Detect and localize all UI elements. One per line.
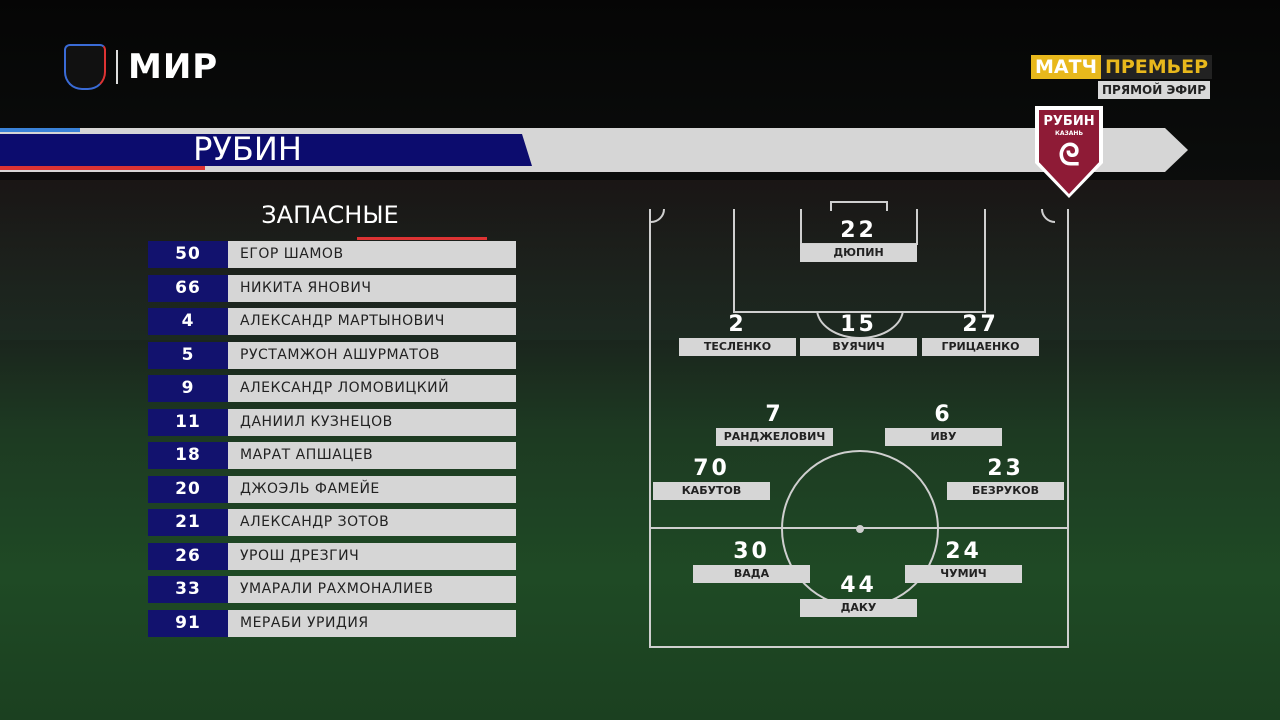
- player-name: АЛЕКСАНДР ЛОМОВИЦКИЙ: [228, 375, 516, 402]
- player-number: 66: [148, 274, 228, 302]
- player-name: ДЖОЭЛЬ ФАМЕЙЕ: [228, 475, 516, 503]
- player-number: 91: [148, 609, 228, 637]
- logo-divider: [116, 50, 118, 84]
- sub-player-row: 26 УРОШ ДРЕЗГИЧ: [148, 542, 516, 570]
- player-name: ЧУМИЧ: [905, 565, 1022, 583]
- player-name: УРОШ ДРЕЗГИЧ: [228, 542, 516, 570]
- banner-stripe: [0, 128, 80, 132]
- player-number: 4: [148, 308, 228, 335]
- sub-player-row: 9 АЛЕКСАНДР ЛОМОВИЦКИЙ: [148, 375, 516, 402]
- player-number: 70: [693, 456, 730, 481]
- penalty-box: [733, 209, 986, 313]
- player-number: 6: [934, 402, 953, 427]
- player-number: 2: [728, 312, 747, 337]
- lineup-player: 30 ВАДА: [693, 540, 810, 583]
- player-name: ДАКУ: [800, 599, 917, 617]
- player-name: БЕЗРУКОВ: [947, 482, 1064, 500]
- lineup-player: 7 РАНДЖЕЛОВИЧ: [716, 403, 833, 446]
- goal: [830, 201, 888, 211]
- player-number: 26: [148, 542, 228, 570]
- channel-logo-part: МАТЧ: [1031, 55, 1101, 79]
- channel-logo-part: ПРЕМЬЕР: [1100, 55, 1213, 79]
- crest-subtext: КАЗАНЬ: [1054, 130, 1084, 137]
- player-name: ИВУ: [885, 428, 1002, 446]
- lineup-player: 22 ДЮПИН: [800, 219, 917, 262]
- lineup-player: 6 ИВУ: [885, 403, 1002, 446]
- sub-player-row: 33 УМАРАЛИ РАХМОНАЛИЕВ: [148, 576, 516, 603]
- sponsor-logo: МИР: [128, 47, 219, 87]
- subs-underline: [357, 237, 487, 240]
- lineup-player: 2 ТЕСЛЕНКО: [679, 313, 796, 356]
- player-number: 30: [733, 539, 770, 564]
- lineup-player: 24 ЧУМИЧ: [905, 540, 1022, 583]
- sub-player-row: 91 МЕРАБИ УРИДИЯ: [148, 609, 516, 637]
- player-name: МЕРАБИ УРИДИЯ: [228, 609, 516, 637]
- player-number: 22: [840, 218, 877, 243]
- sub-player-row: 18 МАРАТ АПШАЦЕВ: [148, 442, 516, 469]
- player-number: 33: [148, 576, 228, 603]
- banner-stripe: [0, 166, 205, 170]
- player-name: РУСТАМЖОН АШУРМАТОВ: [228, 341, 516, 369]
- player-name: АЛЕКСАНДР ЗОТОВ: [228, 509, 516, 536]
- player-number: 11: [148, 408, 228, 436]
- player-name: ГРИЦАЕНКО: [922, 338, 1039, 356]
- player-number: 27: [962, 312, 999, 337]
- player-number: 44: [840, 573, 877, 598]
- player-number: 20: [148, 475, 228, 503]
- broadcast-logo: МИР: [64, 44, 218, 90]
- player-name: НИКИТА ЯНОВИЧ: [228, 274, 516, 302]
- sub-player-row: 21 АЛЕКСАНДР ЗОТОВ: [148, 509, 516, 536]
- player-name: РАНДЖЕЛОВИЧ: [716, 428, 833, 446]
- team-banner-blue: [0, 134, 532, 166]
- player-number: 9: [148, 375, 228, 402]
- player-name: АЛЕКСАНДР МАРТЫНОВИЧ: [228, 308, 516, 335]
- dragon-icon: ᘓ: [1058, 138, 1080, 173]
- player-name: ДАНИИЛ КУЗНЕЦОВ: [228, 408, 516, 436]
- crest-text: РУБИН: [1043, 114, 1095, 129]
- player-number: 18: [148, 442, 228, 469]
- subs-title: ЗАПАСНЫЕ: [261, 201, 399, 229]
- player-number: 7: [765, 402, 784, 427]
- centre-spot: [856, 525, 864, 533]
- player-name: ТЕСЛЕНКО: [679, 338, 796, 356]
- sub-player-row: 50 ЕГОР ШАМОВ: [148, 241, 516, 268]
- lineup-player: 15 ВУЯЧИЧ: [800, 313, 917, 356]
- sub-player-row: 4 АЛЕКСАНДР МАРТЫНОВИЧ: [148, 308, 516, 335]
- player-number: 15: [840, 312, 877, 337]
- sub-player-row: 11 ДАНИИЛ КУЗНЕЦОВ: [148, 408, 516, 436]
- player-name: УМАРАЛИ РАХМОНАЛИЕВ: [228, 576, 516, 603]
- player-name: ДЮПИН: [800, 244, 917, 262]
- team-name: РУБИН: [193, 130, 302, 168]
- sub-player-row: 20 ДЖОЭЛЬ ФАМЕЙЕ: [148, 475, 516, 503]
- lineup-player: 44 ДАКУ: [800, 574, 917, 617]
- player-number: 24: [945, 539, 982, 564]
- player-number: 50: [148, 241, 228, 268]
- player-name: ВАДА: [693, 565, 810, 583]
- lineup-player: 27 ГРИЦАЕНКО: [922, 313, 1039, 356]
- player-name: МАРАТ АПШАЦЕВ: [228, 442, 516, 469]
- live-badge: ПРЯМОЙ ЭФИР: [1098, 81, 1210, 99]
- lineup-player: 70 КАБУТОВ: [653, 457, 770, 500]
- player-number: 23: [987, 456, 1024, 481]
- league-bear-icon: [64, 44, 106, 90]
- player-number: 21: [148, 509, 228, 536]
- player-name: ВУЯЧИЧ: [800, 338, 917, 356]
- sub-player-row: 66 НИКИТА ЯНОВИЧ: [148, 274, 516, 302]
- lineup-player: 23 БЕЗРУКОВ: [947, 457, 1064, 500]
- player-name: КАБУТОВ: [653, 482, 770, 500]
- player-number: 5: [148, 341, 228, 369]
- sub-player-row: 5 РУСТАМЖОН АШУРМАТОВ: [148, 341, 516, 369]
- channel-logo: МАТЧ ПРЕМЬЕР: [1031, 55, 1213, 79]
- player-name: ЕГОР ШАМОВ: [228, 241, 516, 268]
